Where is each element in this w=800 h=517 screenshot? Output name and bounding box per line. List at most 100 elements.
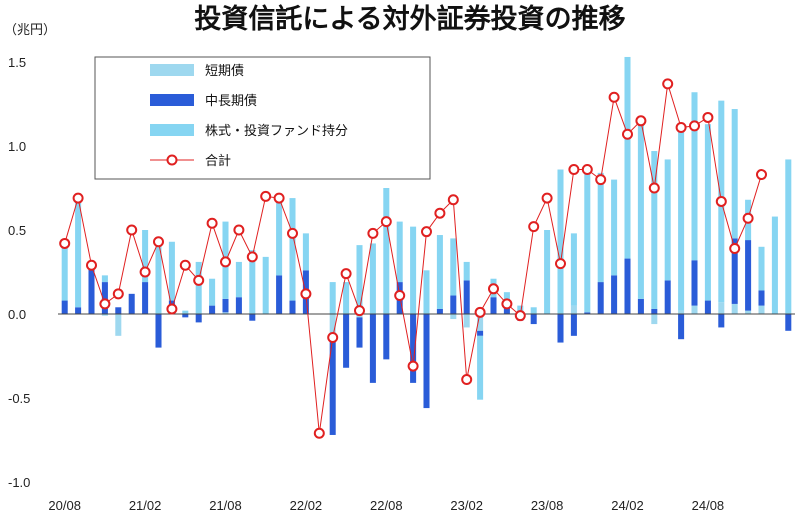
bar-mid [624,258,631,314]
x-tick-label: 21/08 [209,498,242,513]
bar-mid [142,282,149,314]
total-point [394,290,406,302]
total-point [568,164,580,176]
bar-mid [289,300,296,314]
bar-equity [691,92,698,261]
bar-mid [584,312,591,314]
bar-equity [276,196,283,276]
bar-mid [691,260,698,306]
bar-mid [249,314,256,321]
bar-equity [678,125,685,311]
bar-mid [570,314,577,336]
bar-mid [209,305,216,314]
total-point [729,242,741,254]
total-point [72,192,84,204]
bar-equity [570,233,577,306]
total-point [179,259,191,271]
total-point [622,128,633,140]
total-point [635,115,647,127]
total-point [139,266,151,278]
total-point [689,120,700,132]
bar-equity [611,179,618,276]
bar-mid [678,314,685,340]
bar-mid [785,314,792,331]
x-axis: 20/08 21/02 21/08 22/02 22/08 23/02 23/08 24/02… [48,498,724,513]
bar-short [570,305,577,314]
bar-mid [155,314,162,348]
bar-short [691,305,698,314]
bar-equity [383,188,390,314]
bar-mid [276,275,283,314]
bar-mid [477,330,484,336]
bar-mid [369,314,376,383]
bar-mid [731,238,738,304]
total-point [153,236,164,248]
total-point [702,111,714,123]
legend-label-short: 短期債 [205,64,244,79]
bar-equity [142,230,149,283]
bar-equity [651,151,658,309]
total-point [595,174,607,186]
bar-equity [302,233,309,271]
bar-equity [785,159,792,314]
total-point [206,217,218,229]
bar-mid [463,280,470,314]
bar-mid [423,314,430,409]
total-point [742,212,754,224]
total-point [313,427,325,439]
legend-box [94,56,431,180]
total-point [528,221,540,233]
bar-equity [168,241,175,301]
bar-short [329,314,336,335]
total-point [126,224,138,236]
total-point [287,227,298,239]
bar-mid [745,240,752,311]
bar-equity [664,159,671,281]
unit-label: （兆円） [4,23,56,38]
total-point [246,251,258,263]
bar-short [115,314,122,336]
legend-swatch-total-marker [166,154,178,166]
bar-mid [128,293,135,314]
bar-mid [450,295,457,314]
x-tick-label: 24/08 [692,498,725,513]
bar-mid [530,314,537,325]
bar-short [745,310,752,314]
total-point [273,192,285,204]
bar-equity [396,221,403,283]
bar-short [222,312,229,314]
total-point [447,194,459,206]
bar-equity [477,335,484,400]
bar-equity [75,198,82,308]
bar-short [718,302,725,314]
bar-equity [731,109,738,239]
y-tick-label: -0.5 [8,391,30,406]
bar-equity [343,282,350,314]
total-point [407,360,419,372]
total-point [501,298,513,310]
x-tick-label: 21/02 [129,498,162,513]
total-point [86,259,97,271]
total-point [421,226,432,238]
bar-mid [557,314,564,343]
bar-mid [651,308,658,314]
bar-short [450,314,457,320]
bar-equity [262,256,269,314]
total-point [608,91,620,103]
bar-short [477,314,484,331]
bar-equity [597,172,604,283]
bar-equity [530,307,537,314]
total-point [715,195,727,207]
total-point [99,298,111,310]
y-axis: 1.5 1.0 0.5 0.0 -0.5 -1.0 [8,55,30,490]
legend-swatch-equity [150,124,194,136]
bar-mid [758,290,765,306]
total-point [166,303,178,315]
total-point [514,310,526,322]
bar-equity [624,56,631,259]
total-point [555,258,566,270]
bar-short [463,314,470,328]
bar-mid [222,298,229,313]
bar-equity [637,124,644,299]
y-tick-label: 1.0 [8,139,26,154]
